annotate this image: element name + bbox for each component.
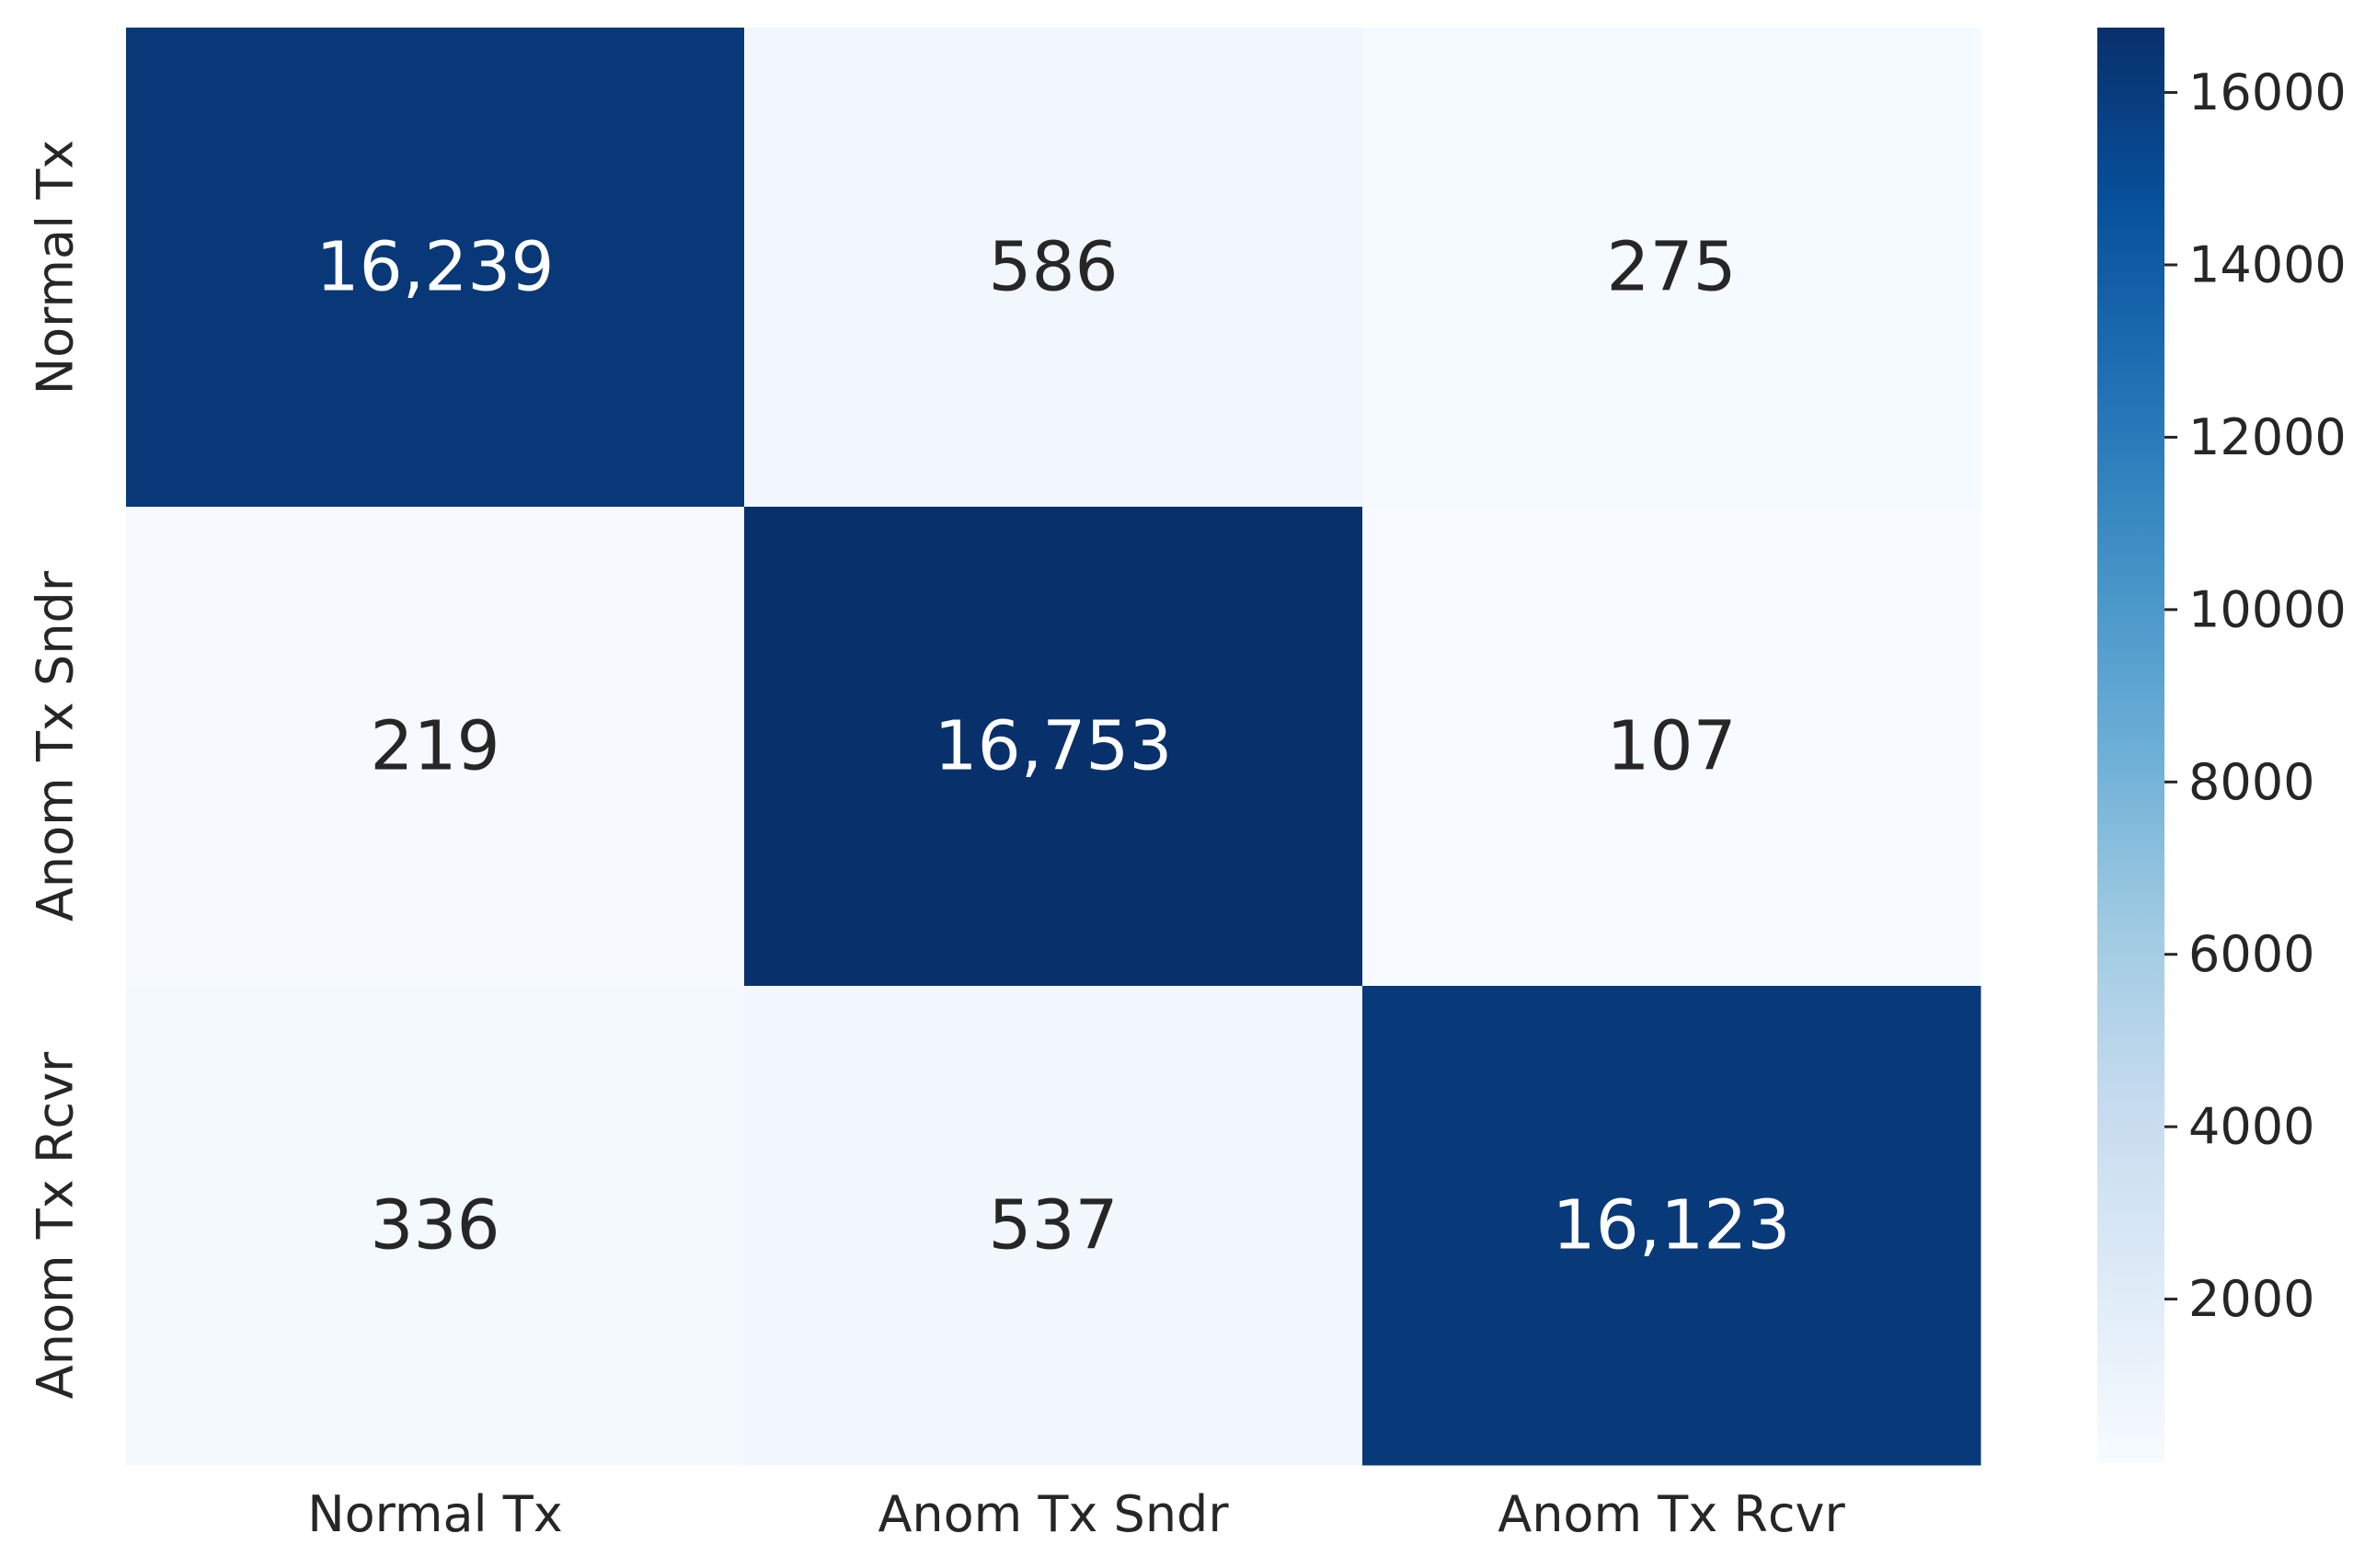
heatmap-cell-r0-c2 <box>1362 28 1981 508</box>
heatmap-cell-labels: 16,239 586 275 219 16,753 107 336 537 16,123 <box>316 228 1791 1265</box>
heatmap-cell-r1-c1 <box>744 507 1363 987</box>
y-tick-label-0: Normal Tx <box>27 140 85 395</box>
colorbar-tick-label-1: 4000 <box>2188 1098 2314 1156</box>
y-tick-label-2: Anom Tx Rcvr <box>27 1051 85 1399</box>
cell-value-label-r2-c1: 537 <box>988 1186 1118 1265</box>
heatmap-cell-r2-c0 <box>126 986 745 1466</box>
colorbar-tick-label-6: 14000 <box>2188 236 2347 294</box>
colorbar-ticks: 2000 4000 6000 8000 10000 12000 14000 16000 <box>2164 63 2347 1328</box>
cell-value-label-r0-c2: 275 <box>1606 228 1736 307</box>
colorbar <box>2097 28 2164 1462</box>
heatmap-cells <box>126 28 1981 1466</box>
x-tick-label-1: Anom Tx Sndr <box>878 1485 1229 1543</box>
cell-value-label-r1-c1: 16,753 <box>935 707 1173 786</box>
heatmap-cell-r2-c2 <box>1362 986 1981 1466</box>
cell-value-label-r2-c2: 16,123 <box>1553 1186 1791 1265</box>
colorbar-tick-label-3: 8000 <box>2188 753 2314 811</box>
heatmap-cell-r1-c2 <box>1362 507 1981 987</box>
x-tick-label-2: Anom Tx Rcvr <box>1498 1485 1845 1543</box>
heatmap-cell-r2-c1 <box>744 986 1363 1466</box>
heatmap-cell-r0-c1 <box>744 28 1363 508</box>
cell-value-label-r1-c2: 107 <box>1606 707 1736 786</box>
colorbar-tick-label-7: 16000 <box>2188 63 2347 121</box>
y-tick-label-1: Anom Tx Sndr <box>27 570 85 921</box>
cell-value-label-r2-c0: 336 <box>370 1186 499 1265</box>
heatmap-cell-r0-c0 <box>126 28 745 508</box>
x-tick-label-0: Normal Tx <box>307 1485 563 1543</box>
x-axis-tick-labels: Normal Tx Anom Tx Sndr Anom Tx Rcvr <box>307 1485 1845 1543</box>
heatmap-cell-r1-c0 <box>126 507 745 987</box>
colorbar-tick-label-0: 2000 <box>2188 1270 2314 1328</box>
cell-value-label-r1-c0: 219 <box>370 707 499 786</box>
colorbar-tick-label-5: 12000 <box>2188 408 2347 466</box>
colorbar-tick-label-4: 10000 <box>2188 580 2347 638</box>
cell-value-label-r0-c1: 586 <box>988 228 1118 307</box>
colorbar-tick-label-2: 6000 <box>2188 925 2314 983</box>
cell-value-label-r0-c0: 16,239 <box>316 228 555 307</box>
y-axis-tick-labels: Normal Tx Anom Tx Sndr Anom Tx Rcvr <box>27 140 85 1399</box>
